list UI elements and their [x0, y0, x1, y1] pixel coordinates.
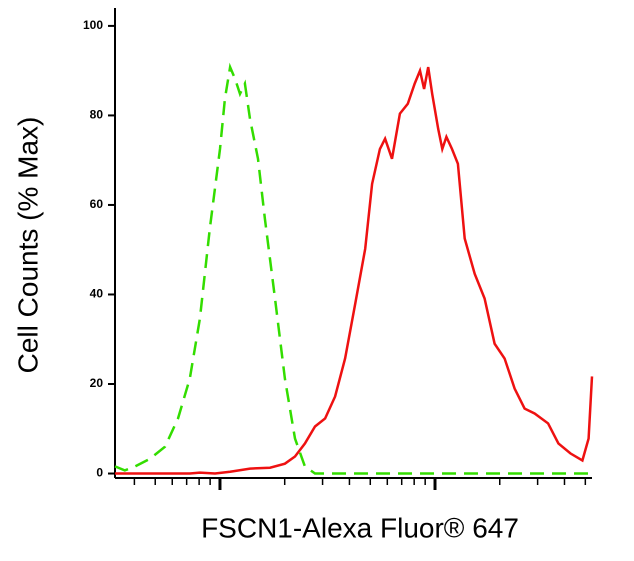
y-tick-label: 100 [83, 18, 103, 32]
histogram-line [115, 66, 594, 475]
x-axis-label: FSCN1-Alexa Fluor® 647 [201, 512, 519, 543]
histogram-line [114, 62, 592, 475]
y-tick-label: 0 [96, 466, 103, 480]
y-tick-label: 80 [90, 108, 104, 122]
y-axis-label: Cell Counts (% Max) [12, 117, 43, 374]
y-tick-label: 60 [90, 197, 104, 211]
y-tick-label: 20 [90, 376, 104, 390]
y-tick-label: 40 [90, 287, 104, 301]
